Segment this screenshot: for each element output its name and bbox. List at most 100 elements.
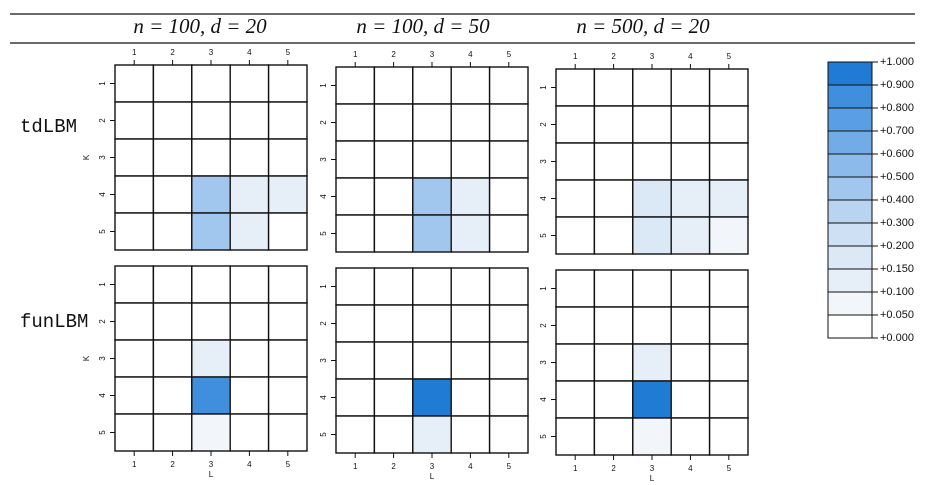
heatmap-cell bbox=[488, 103, 529, 142]
colorbar-band bbox=[827, 222, 873, 247]
heatmap-cell bbox=[450, 103, 491, 142]
y-tick-label: 4 bbox=[319, 194, 328, 199]
heatmap-cell bbox=[114, 175, 155, 214]
colorbar-band bbox=[827, 314, 873, 339]
heatmap-cell bbox=[335, 140, 376, 179]
colorbar-band bbox=[827, 61, 873, 86]
heatmap-cell bbox=[450, 140, 491, 179]
heatmap-cell bbox=[488, 214, 529, 253]
heatmap-cell bbox=[708, 343, 749, 382]
heatmap-cell bbox=[191, 413, 231, 452]
heatmap-cell bbox=[114, 265, 155, 304]
heatmap-cell bbox=[555, 306, 596, 345]
heatmap-cell bbox=[670, 142, 711, 181]
heatmap-cell bbox=[373, 267, 414, 306]
heatmap-cell bbox=[632, 269, 672, 308]
heatmap-cell bbox=[708, 306, 749, 345]
heatmap-cell bbox=[450, 415, 491, 454]
colorbar-tick-label: +0.500 bbox=[880, 171, 914, 183]
x-tick-label: 5 bbox=[286, 460, 291, 469]
heatmap-cell bbox=[335, 103, 376, 142]
heatmap-cell bbox=[555, 179, 596, 218]
heatmap-cell bbox=[412, 140, 452, 179]
heatmap-cell bbox=[708, 179, 749, 218]
heatmap-cell bbox=[229, 64, 270, 103]
colorbar-band bbox=[827, 84, 873, 109]
heatmap-cell bbox=[152, 175, 193, 214]
heatmap-cell bbox=[670, 306, 711, 345]
y-tick-label: 1 bbox=[98, 81, 107, 86]
heatmap-cell bbox=[335, 378, 376, 417]
y-tick-label: 3 bbox=[98, 155, 107, 160]
colorbar-tick-label: +0.800 bbox=[880, 102, 914, 114]
heatmap-cell bbox=[555, 105, 596, 144]
heatmap-cell bbox=[267, 376, 308, 415]
y-tick-label: 5 bbox=[98, 229, 107, 234]
heatmap-cell bbox=[373, 103, 414, 142]
x-tick-label: 3 bbox=[430, 462, 435, 471]
heatmap-cell bbox=[593, 68, 634, 107]
x-tick-label: 2 bbox=[611, 464, 616, 473]
heatmap-cell bbox=[593, 179, 634, 218]
heatmap-cell bbox=[152, 302, 193, 341]
x-tick-label: 5 bbox=[507, 50, 512, 59]
x-tick-label: 5 bbox=[727, 464, 732, 473]
x-tick-label: 3 bbox=[650, 52, 655, 61]
x-tick-label: 2 bbox=[611, 52, 616, 61]
heatmap-cell bbox=[191, 302, 231, 341]
heatmap-cell bbox=[555, 216, 596, 255]
x-tick-label: 2 bbox=[170, 48, 175, 57]
heatmap-cell bbox=[373, 378, 414, 417]
colorbar-band bbox=[827, 268, 873, 293]
heatmap-cell bbox=[632, 343, 672, 382]
heatmap-cell bbox=[708, 380, 749, 419]
heatmap-cell bbox=[593, 105, 634, 144]
heatmap-cell bbox=[412, 415, 452, 454]
heatmap-cell bbox=[593, 306, 634, 345]
x-tick-label: 2 bbox=[170, 460, 175, 469]
row-title: tdLBM bbox=[20, 116, 77, 138]
x-tick-label: 5 bbox=[727, 52, 732, 61]
heatmap-cell bbox=[632, 417, 672, 456]
heatmap-cell bbox=[555, 269, 596, 308]
colorbar-band bbox=[827, 199, 873, 224]
heatmap-cell bbox=[229, 101, 270, 140]
heatmap-cell bbox=[335, 214, 376, 253]
heatmap-cell bbox=[555, 343, 596, 382]
y-tick-label: 2 bbox=[539, 323, 548, 328]
y-tick-label: 1 bbox=[98, 282, 107, 287]
heatmap-cell bbox=[267, 302, 308, 341]
heatmap-cell bbox=[488, 140, 529, 179]
heatmap-cell bbox=[229, 339, 270, 378]
colorbar-band bbox=[827, 153, 873, 178]
colorbar-tick-label: +0.600 bbox=[880, 148, 914, 160]
y-tick-label: 3 bbox=[539, 360, 548, 365]
heatmap-cell bbox=[114, 212, 155, 251]
heatmap-cell bbox=[267, 64, 308, 103]
heatmap-cell bbox=[191, 138, 231, 177]
y-tick-label: 4 bbox=[319, 395, 328, 400]
colorbar-tick-label: +0.050 bbox=[880, 309, 914, 321]
heatmap-cell bbox=[412, 214, 452, 253]
colorbar-tick-label: +1.000 bbox=[880, 56, 914, 68]
heatmap-cell bbox=[191, 339, 231, 378]
heatmap-cell bbox=[229, 376, 270, 415]
heatmap-cell bbox=[335, 267, 376, 306]
heatmap-cell bbox=[632, 380, 672, 419]
heatmap-cell bbox=[152, 413, 193, 452]
heatmap-cell bbox=[191, 212, 231, 251]
heatmap-cell bbox=[191, 64, 231, 103]
heatmap-cell bbox=[152, 339, 193, 378]
x-tick-label: 4 bbox=[688, 464, 693, 473]
x-tick-label: 1 bbox=[132, 48, 137, 57]
heatmap-cell bbox=[593, 380, 634, 419]
y-axis-label: K bbox=[82, 154, 91, 160]
x-tick-label: 3 bbox=[209, 460, 214, 469]
heatmap-cell bbox=[114, 64, 155, 103]
heatmap-cell bbox=[114, 413, 155, 452]
x-tick-label: 1 bbox=[353, 462, 358, 471]
y-tick-label: 4 bbox=[539, 397, 548, 402]
heatmap-cell bbox=[335, 341, 376, 380]
x-tick-label: 2 bbox=[391, 50, 396, 59]
heatmap-cell bbox=[488, 177, 529, 216]
